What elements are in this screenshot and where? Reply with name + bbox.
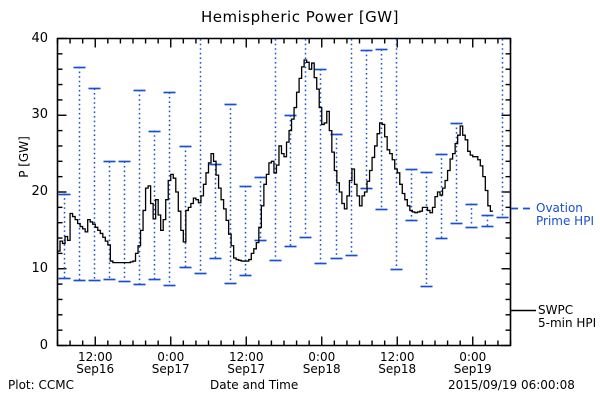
x-tick-date: Sep19: [453, 362, 492, 376]
x-tick-date: Sep17: [227, 362, 266, 376]
series-swpc-5min-hpi: [57, 59, 493, 264]
x-tick-time: 12:00: [77, 350, 113, 364]
x-tick-date: Sep18: [302, 362, 341, 376]
chart-title: Hemispheric Power [GW]: [201, 8, 399, 26]
legend-swatches: [511, 207, 536, 312]
x-axis-label: Date and Time: [210, 378, 299, 392]
y-tick-label: 10: [31, 260, 48, 276]
x-tick-date: Sep18: [378, 362, 417, 376]
x-tick-label: 12:00 Sep16: [65, 351, 125, 375]
y-tick-label: 40: [31, 30, 48, 46]
x-tick-time: 12:00: [379, 350, 415, 364]
legend-entry-ovation-prime: Ovation Prime HPI: [536, 201, 594, 228]
x-tick-label: 0:00 Sep18: [292, 351, 352, 375]
x-tick-time: 0:00: [157, 350, 185, 364]
x-tick-label: 0:00 Sep19: [443, 351, 503, 375]
x-tick-time: 0:00: [308, 350, 336, 364]
x-tick-time: 0:00: [459, 350, 487, 364]
y-tick-label: 20: [31, 184, 48, 199]
x-tick-label: 0:00 Sep17: [141, 351, 201, 375]
y-tick-label: 30: [31, 107, 48, 123]
legend-entry-swpc: SWPC 5-min HPI: [538, 303, 597, 330]
x-tick-label: 12:00 Sep18: [367, 351, 427, 375]
x-tick-date: Sep16: [76, 362, 115, 376]
x-tick-time: 12:00: [228, 350, 264, 364]
plot-credit: Plot: CCMC: [8, 378, 74, 392]
y-tick-label: 0: [39, 337, 48, 353]
x-tick-date: Sep17: [151, 362, 190, 376]
x-tick-label: 12:00 Sep17: [216, 351, 276, 375]
timestamp: 2015/09/19 06:00:08: [448, 378, 575, 392]
series-ovation-prime-hpi: [58, 39, 509, 288]
